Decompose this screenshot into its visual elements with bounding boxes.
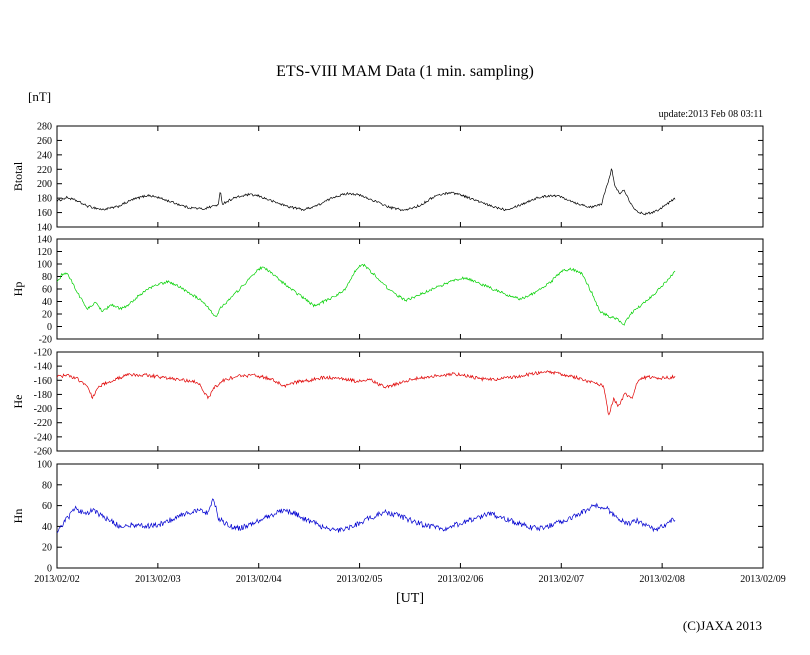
y-axis-title-Hn: Hn [11, 509, 25, 524]
x-tick-label: 2013/02/03 [135, 574, 181, 585]
y-tick-label: 260 [37, 136, 52, 147]
y-tick-label: 120 [37, 247, 52, 258]
x-axis-label: [UT] [396, 591, 424, 606]
y-axis-title-Hp: Hp [11, 282, 25, 297]
y-tick-label: 100 [37, 460, 52, 471]
chart-title: ETS-VIII MAM Data (1 min. sampling) [276, 63, 534, 80]
series-line-Hn [57, 498, 676, 534]
y-tick-label: 20 [42, 543, 52, 554]
y-tick-label: 0 [47, 322, 52, 333]
y-unit-label: [nT] [28, 89, 52, 104]
y-tick-label: 80 [42, 480, 52, 491]
y-tick-label: 180 [37, 194, 52, 205]
y-tick-label: 40 [42, 297, 52, 308]
y-tick-label: -200 [34, 404, 52, 415]
panel-border-Btotal [56, 125, 764, 228]
panel-border-He [56, 351, 764, 452]
x-tick-label: 2013/02/07 [539, 574, 585, 585]
copyright: (C)JAXA 2013 [682, 618, 762, 633]
x-tick-label: 2013/02/05 [337, 574, 383, 585]
y-tick-label: 140 [37, 223, 52, 234]
panel-border-Hn [56, 463, 764, 569]
y-tick-label: 240 [37, 150, 52, 161]
x-tick-label: 2013/02/04 [236, 574, 282, 585]
y-tick-label: -260 [34, 447, 52, 458]
y-tick-label: 40 [42, 522, 52, 533]
y-tick-label: -140 [34, 362, 52, 373]
x-tick-label: 2013/02/06 [438, 574, 484, 585]
series-line-He [57, 370, 676, 416]
update-timestamp: update:2013 Feb 08 03:11 [658, 109, 763, 120]
y-tick-label: -220 [34, 418, 52, 429]
y-tick-label: -20 [39, 335, 52, 346]
y-tick-label: 100 [37, 260, 52, 271]
series-line-Btotal [57, 168, 676, 216]
x-tick-label: 2013/02/02 [34, 574, 80, 585]
panel-He: -260 -240 -220 -200 -180 -160 -140 -120 He [11, 348, 764, 458]
y-tick-label: -120 [34, 348, 52, 359]
y-tick-label: 20 [42, 310, 52, 321]
y-tick-label: 200 [37, 179, 52, 190]
y-tick-label: 280 [37, 122, 52, 133]
y-tick-label: 0 [47, 564, 52, 575]
series-line-Hp [57, 263, 676, 326]
y-tick-label: 140 [37, 235, 52, 246]
y-tick-label: 160 [37, 208, 52, 219]
y-tick-label: -240 [34, 432, 52, 443]
x-tick-label: 2013/02/08 [639, 574, 685, 585]
y-tick-label: -180 [34, 390, 52, 401]
x-tick-label: 2013/02/09 [740, 574, 786, 585]
y-tick-label: 60 [42, 285, 52, 296]
y-axis-title-Btotal: Btotal [11, 161, 25, 191]
panel-Btotal: 140 160 180 200 220 240 260 280 Btotal [11, 122, 764, 234]
y-axis-title-He: He [11, 395, 25, 409]
panel-border-Hp [56, 238, 764, 340]
y-tick-label: 60 [42, 501, 52, 512]
y-tick-label: 220 [37, 165, 52, 176]
y-tick-label: -160 [34, 376, 52, 387]
panel-Hn: 0 20 40 60 80 100 Hn [11, 460, 764, 575]
y-tick-label: 80 [42, 272, 52, 283]
